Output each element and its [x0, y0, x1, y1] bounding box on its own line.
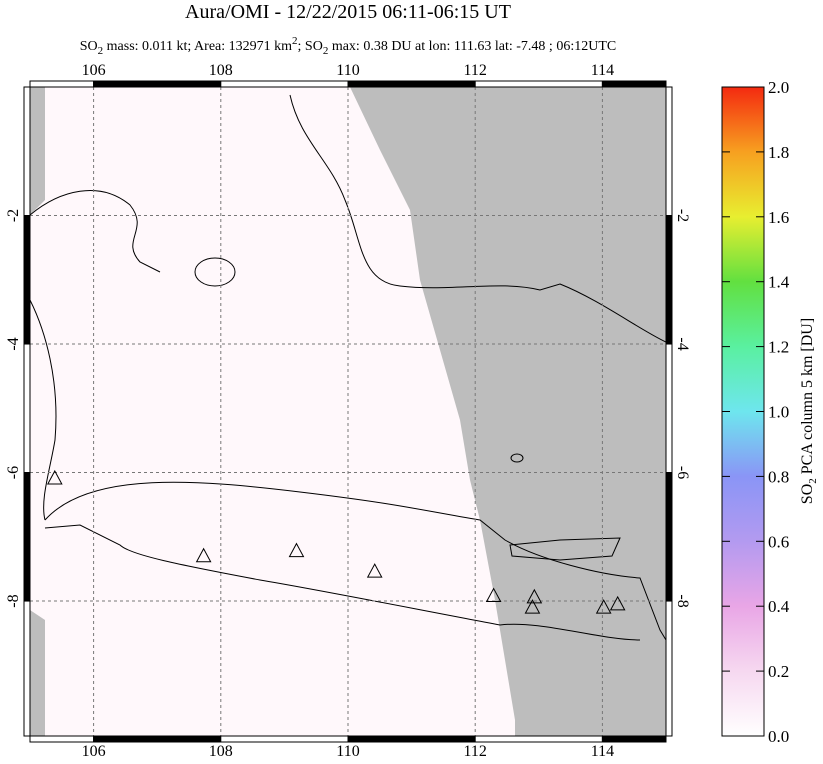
colorbar-tick-label: 0.8 [768, 467, 789, 486]
coastline [44, 481, 666, 641]
frame-band [23, 215, 31, 345]
text-piece: ; SO [298, 39, 323, 54]
volcano [288, 542, 305, 558]
script-text: 2 [807, 478, 819, 484]
colorbar-tick-label: 1.8 [768, 143, 789, 162]
frame-band [601, 80, 667, 88]
chart-subtitle: SO2 mass: 0.011 kt; Area: 132971 km2; SO… [80, 35, 616, 57]
y-tick-label: -8 [5, 594, 22, 607]
x-tick-label: 112 [463, 743, 486, 759]
volcano [485, 587, 502, 603]
script-text: 2 [323, 45, 329, 57]
frame-band [665, 86, 673, 217]
x-tick-label: 110 [336, 743, 359, 759]
text-piece: max: 0.38 DU at lon: 111.63 lat: -7.48 ;… [328, 39, 616, 54]
frame-band [23, 600, 31, 737]
volcano [609, 595, 626, 611]
frame-band [665, 215, 673, 345]
frame-band [23, 86, 31, 217]
frame-band [220, 735, 349, 743]
y-tick-label: -2 [674, 209, 691, 222]
colorbar-label: SO2 PCA column 5 km [DU] [799, 318, 819, 504]
colorbar-tick-label: 2.0 [768, 78, 789, 97]
x-tick-label: 108 [209, 62, 233, 79]
frame-band [665, 472, 673, 602]
x-tick-label: 114 [591, 743, 614, 759]
x-tick-label: 110 [336, 62, 359, 79]
frame-band [665, 600, 673, 737]
x-tick-label: 106 [82, 743, 106, 759]
volcano [366, 563, 383, 578]
y-tick-label: -4 [674, 337, 691, 350]
frame-band [93, 735, 222, 743]
y-tick-label: -2 [5, 209, 22, 222]
y-tick-label: -4 [5, 337, 22, 350]
text-piece: SO [799, 484, 816, 504]
frame-band [93, 80, 222, 88]
text-piece: mass: 0.011 kt; Area: 132971 km [103, 39, 292, 54]
script-text: 2 [98, 45, 104, 57]
volcano [46, 469, 63, 485]
colorbar-tick-label: 1.6 [768, 208, 789, 227]
colorbar-tick-label: 0.6 [768, 532, 789, 551]
frame-band [665, 343, 673, 474]
frame-band [474, 735, 603, 743]
data-region [30, 87, 515, 736]
y-tick-label: -6 [5, 466, 22, 479]
x-tick-label: 114 [591, 62, 614, 79]
volcano [524, 599, 541, 614]
frame-band [29, 80, 95, 88]
plot-frame [29, 86, 667, 737]
volcano [195, 547, 212, 563]
frame-band [474, 80, 603, 88]
coastline [509, 537, 621, 561]
frame-band [23, 343, 31, 474]
frame-band [347, 735, 476, 743]
chart-title: Aura/OMI - 12/22/2015 06:11-06:15 UT [185, 1, 511, 23]
y-tick-label: -8 [674, 594, 691, 607]
coastline [289, 94, 666, 343]
colorbar-tick-label: 1.4 [768, 273, 790, 292]
coastline [30, 190, 161, 521]
colorbar-tick-label: 0.0 [768, 727, 789, 746]
x-tick-label: 112 [463, 62, 486, 79]
frame-band [23, 472, 31, 602]
coastlines [30, 94, 666, 641]
frame-band [601, 735, 667, 743]
y-tick-label: -6 [674, 466, 691, 479]
plot-layer [23, 80, 673, 743]
colorbar-tick-label: 1.2 [768, 338, 789, 357]
frame-band [29, 735, 95, 743]
text-piece: PCA column 5 km [DU] [799, 318, 816, 478]
frame-band [220, 80, 349, 88]
script-text: 2 [292, 35, 298, 47]
coastline [194, 257, 236, 287]
frame-band [347, 80, 476, 88]
volcano [595, 599, 612, 614]
colorbar-tick-label: 0.4 [768, 597, 790, 616]
colorbar-tick-label: 1.0 [768, 403, 789, 422]
text-piece: SO [80, 39, 98, 54]
coastline [510, 453, 524, 463]
x-tick-label: 106 [82, 62, 106, 79]
colorbar-tick-label: 0.2 [768, 662, 789, 681]
x-tick-label: 108 [209, 743, 233, 759]
